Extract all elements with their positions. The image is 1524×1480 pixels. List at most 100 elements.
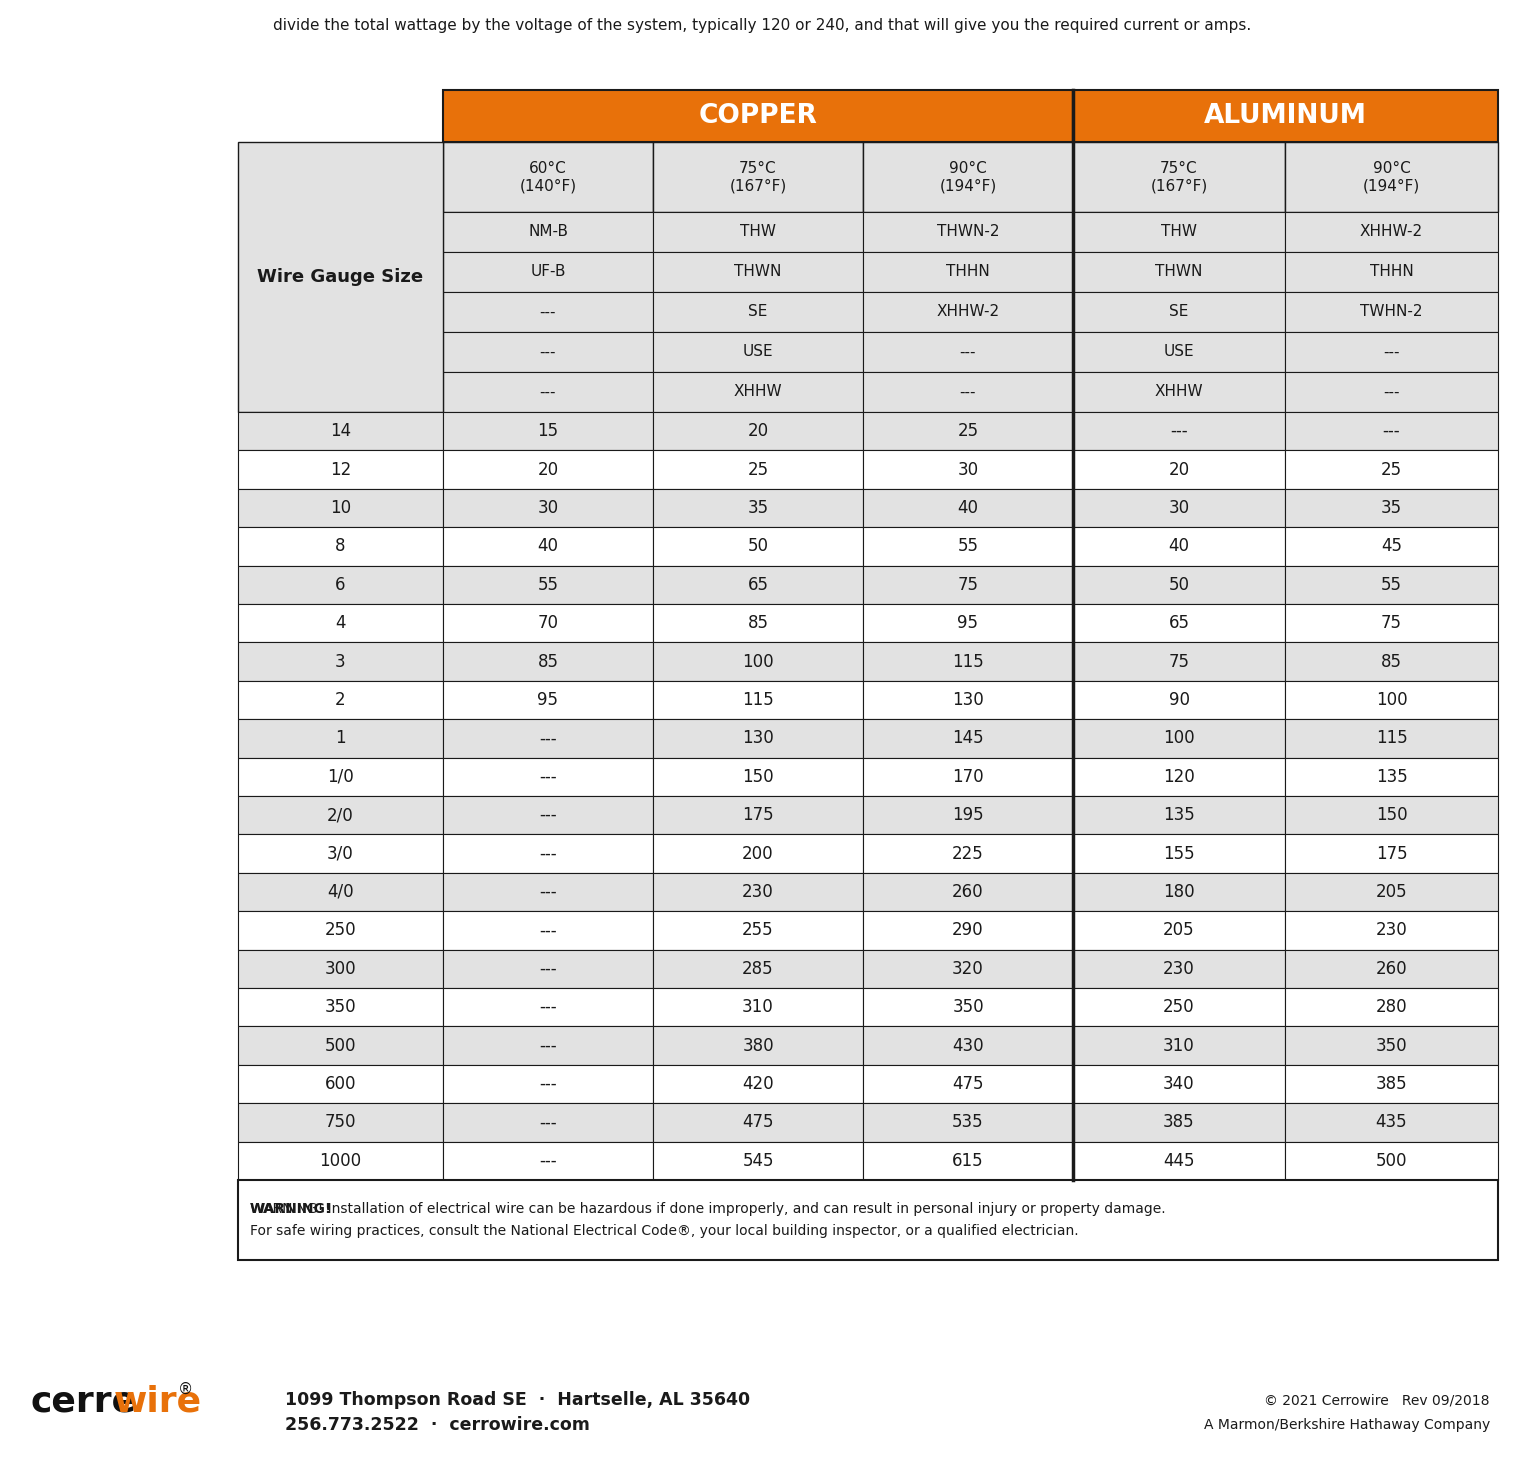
Bar <box>652 835 863 873</box>
Text: 170: 170 <box>952 768 985 786</box>
Bar <box>1073 252 1285 292</box>
Bar <box>652 681 863 719</box>
Bar <box>238 642 443 681</box>
Bar <box>443 989 652 1027</box>
Bar <box>863 873 1073 912</box>
Bar <box>863 332 1073 371</box>
Bar <box>238 758 443 796</box>
Text: 260: 260 <box>1376 961 1407 978</box>
Bar <box>863 142 1073 212</box>
Text: TWHN-2: TWHN-2 <box>1361 305 1423 320</box>
Text: 350: 350 <box>1376 1036 1407 1055</box>
Text: 230: 230 <box>1376 922 1407 940</box>
Bar <box>443 292 652 332</box>
Text: 95: 95 <box>957 614 978 632</box>
Bar <box>652 950 863 989</box>
Bar <box>1285 873 1498 912</box>
Bar <box>443 450 652 488</box>
Bar <box>238 719 443 758</box>
Text: 35: 35 <box>747 499 768 517</box>
Bar <box>238 142 443 411</box>
Text: 75: 75 <box>957 576 978 593</box>
Bar <box>1285 642 1498 681</box>
Text: ---: --- <box>1384 385 1399 400</box>
Text: ---: --- <box>960 385 977 400</box>
Bar <box>1073 1141 1285 1180</box>
Text: ---: --- <box>1382 422 1401 440</box>
Text: 75°C
(167°F): 75°C (167°F) <box>1151 161 1207 194</box>
Text: 12: 12 <box>329 460 351 478</box>
Bar <box>238 565 443 604</box>
Text: THWN-2: THWN-2 <box>937 225 1000 240</box>
Text: 255: 255 <box>742 922 774 940</box>
Text: ALUMINUM: ALUMINUM <box>1204 104 1367 129</box>
Text: 300: 300 <box>325 961 357 978</box>
Bar <box>1073 565 1285 604</box>
Bar <box>652 1064 863 1103</box>
Text: 135: 135 <box>1376 768 1407 786</box>
Bar <box>863 989 1073 1027</box>
Text: 95: 95 <box>538 691 558 709</box>
Bar <box>238 835 443 873</box>
Bar <box>1073 1103 1285 1141</box>
Bar <box>1073 758 1285 796</box>
Bar <box>1285 565 1498 604</box>
Bar <box>443 681 652 719</box>
Text: 3: 3 <box>335 653 346 670</box>
Bar <box>443 642 652 681</box>
Bar <box>1285 212 1498 252</box>
Text: 55: 55 <box>538 576 558 593</box>
Bar <box>1073 411 1285 450</box>
Bar <box>652 212 863 252</box>
Text: 85: 85 <box>538 653 558 670</box>
Bar <box>443 950 652 989</box>
Bar <box>652 1141 863 1180</box>
Text: XHHW: XHHW <box>1155 385 1204 400</box>
Bar <box>443 212 652 252</box>
Text: 280: 280 <box>1376 998 1407 1017</box>
Text: 290: 290 <box>952 922 985 940</box>
Text: 615: 615 <box>952 1151 985 1169</box>
Text: 320: 320 <box>952 961 985 978</box>
Bar <box>238 527 443 565</box>
Bar <box>443 796 652 835</box>
Bar <box>863 950 1073 989</box>
Text: 260: 260 <box>952 884 985 901</box>
Text: NM-B: NM-B <box>527 225 568 240</box>
Bar <box>652 142 863 212</box>
Text: 285: 285 <box>742 961 774 978</box>
Text: 40: 40 <box>538 537 558 555</box>
Text: THWN: THWN <box>735 265 782 280</box>
Bar <box>652 642 863 681</box>
Bar <box>443 912 652 950</box>
Bar <box>1073 450 1285 488</box>
Bar <box>443 252 652 292</box>
Text: 420: 420 <box>742 1074 774 1094</box>
Bar <box>1073 796 1285 835</box>
Text: 25: 25 <box>747 460 768 478</box>
Text: 115: 115 <box>1376 730 1407 747</box>
Bar <box>1073 989 1285 1027</box>
Text: 175: 175 <box>1376 845 1407 863</box>
Text: 100: 100 <box>742 653 774 670</box>
Text: 85: 85 <box>1381 653 1402 670</box>
Text: USE: USE <box>742 345 773 360</box>
Text: 155: 155 <box>1163 845 1195 863</box>
Bar <box>238 1103 443 1141</box>
Text: 250: 250 <box>1163 998 1195 1017</box>
Bar <box>652 873 863 912</box>
Bar <box>1073 212 1285 252</box>
Bar <box>1073 1027 1285 1064</box>
Bar <box>863 681 1073 719</box>
Text: 340: 340 <box>1163 1074 1195 1094</box>
Bar <box>1285 989 1498 1027</box>
Text: 14: 14 <box>329 422 351 440</box>
Bar <box>1073 1064 1285 1103</box>
Bar <box>238 989 443 1027</box>
Text: 40: 40 <box>1169 537 1190 555</box>
Bar <box>443 142 652 212</box>
Text: 20: 20 <box>1169 460 1190 478</box>
Bar <box>238 681 443 719</box>
Bar <box>1073 719 1285 758</box>
Text: 1/0: 1/0 <box>328 768 354 786</box>
